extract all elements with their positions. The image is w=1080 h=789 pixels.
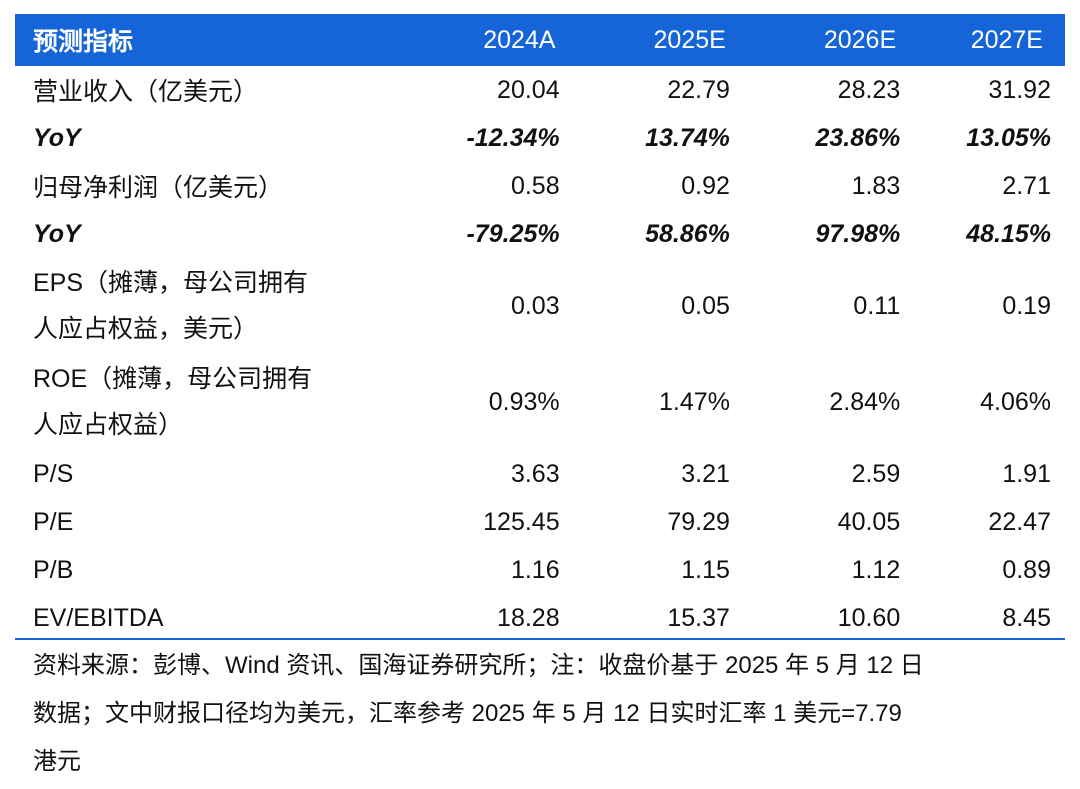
cell-value: 4.06% — [980, 387, 1051, 416]
table-row: P/B 1.16 1.15 1.12 0.89 — [15, 546, 1065, 594]
header-year: 2027E — [970, 25, 1043, 54]
cell-value: 22.79 — [667, 75, 730, 104]
table-header: 预测指标 2024A 2025E 2026E 2027E — [15, 14, 1065, 66]
table-row: EV/EBITDA 18.28 15.37 10.60 8.45 — [15, 594, 1065, 642]
cell-value: 0.93% — [488, 387, 560, 416]
row-label-line: EPS（摊薄，母公司拥有 — [33, 269, 309, 297]
row-label-line: 人应占权益） — [33, 411, 184, 439]
table-row: YoY -12.34% 13.74% 23.86% 13.05% — [15, 114, 1065, 162]
cell-value: 0.05 — [681, 291, 730, 320]
cell-value: 1.83 — [851, 171, 901, 200]
row-label: EPS（摊薄，母公司拥有 人应占权益，美元） — [15, 260, 389, 352]
row-label: EV/EBITDA — [33, 603, 164, 632]
cell-value: -12.34% — [466, 123, 560, 152]
table-row: EPS（摊薄，母公司拥有 人应占权益，美元） 0.03 0.05 0.11 0.… — [15, 258, 1065, 354]
cell-value: 23.86% — [815, 123, 901, 152]
row-label: ROE（摊薄，母公司拥有 人应占权益） — [15, 356, 389, 448]
cell-value: 20.04 — [497, 75, 560, 104]
cell-value: 31.92 — [988, 75, 1051, 104]
row-label: 归母净利润（亿美元） — [33, 174, 284, 202]
row-label: P/B — [33, 555, 74, 584]
table-bottom-rule — [15, 638, 1065, 640]
cell-value: 2.71 — [1002, 171, 1051, 200]
cell-value: 2.59 — [851, 459, 901, 488]
cell-value: 0.92 — [681, 171, 730, 200]
cell-value: 15.37 — [667, 603, 730, 632]
cell-value: 22.47 — [988, 507, 1051, 536]
cell-value: 13.05% — [966, 123, 1051, 152]
cell-value: 0.19 — [1002, 291, 1051, 320]
table-row: P/S 3.63 3.21 2.59 1.91 — [15, 450, 1065, 498]
cell-value: 1.47% — [659, 387, 730, 416]
row-label: YoY — [33, 123, 81, 152]
row-label-line: ROE（摊薄，母公司拥有 — [33, 365, 313, 393]
cell-value: 0.58 — [510, 171, 560, 200]
forecast-table: 预测指标 2024A 2025E 2026E 2027E 营业收入（亿美元） 2… — [15, 14, 1065, 642]
row-label: P/S — [33, 459, 74, 488]
source-note: 资料来源：彭博、Wind 资讯、国海证券研究所；注：收盘价基于 2025 年 5… — [33, 642, 1053, 786]
cell-value: 1.91 — [1002, 459, 1051, 488]
header-label: 预测指标 — [33, 28, 134, 56]
row-label: 营业收入（亿美元） — [33, 78, 259, 106]
cell-value: 79.29 — [667, 507, 730, 536]
cell-value: 40.05 — [837, 507, 901, 536]
cell-value: 13.74% — [645, 123, 730, 152]
table-row: P/E 125.45 79.29 40.05 22.47 — [15, 498, 1065, 546]
header-year: 2024A — [483, 25, 556, 54]
row-label: P/E — [33, 507, 74, 536]
cell-value: 0.11 — [853, 291, 901, 320]
cell-value: 8.45 — [1002, 603, 1051, 632]
source-note-line: 港元 — [33, 748, 81, 775]
table-row: ROE（摊薄，母公司拥有 人应占权益） 0.93% 1.47% 2.84% 4.… — [15, 354, 1065, 450]
cell-value: 10.60 — [837, 603, 901, 632]
cell-value: 1.12 — [851, 555, 901, 584]
cell-value: -79.25% — [466, 219, 560, 248]
cell-value: 28.23 — [837, 75, 901, 104]
cell-value: 125.45 — [483, 507, 560, 536]
cell-value: 1.15 — [681, 555, 730, 584]
source-note-line: 资料来源：彭博、Wind 资讯、国海证券研究所；注：收盘价基于 2025 年 5… — [33, 652, 924, 679]
cell-value: 3.63 — [510, 459, 560, 488]
cell-value: 18.28 — [497, 603, 560, 632]
table-row: 归母净利润（亿美元） 0.58 0.92 1.83 2.71 — [15, 162, 1065, 210]
cell-value: 2.84% — [829, 387, 901, 416]
cell-value: 0.89 — [1002, 555, 1051, 584]
cell-value: 1.16 — [510, 555, 560, 584]
header-year: 2026E — [823, 25, 897, 54]
table-row: YoY -79.25% 58.86% 97.98% 48.15% — [15, 210, 1065, 258]
header-year: 2025E — [653, 25, 726, 54]
cell-value: 48.15% — [966, 219, 1051, 248]
source-note-line: 数据；文中财报口径均为美元，汇率参考 2025 年 5 月 12 日实时汇率 1… — [33, 700, 902, 727]
cell-value: 58.86% — [645, 219, 730, 248]
cell-value: 0.03 — [510, 291, 560, 320]
table-row: 营业收入（亿美元） 20.04 22.79 28.23 31.92 — [15, 66, 1065, 114]
cell-value: 97.98% — [815, 219, 901, 248]
row-label-line: 人应占权益，美元） — [33, 315, 259, 343]
row-label: YoY — [33, 219, 81, 248]
cell-value: 3.21 — [681, 459, 730, 488]
